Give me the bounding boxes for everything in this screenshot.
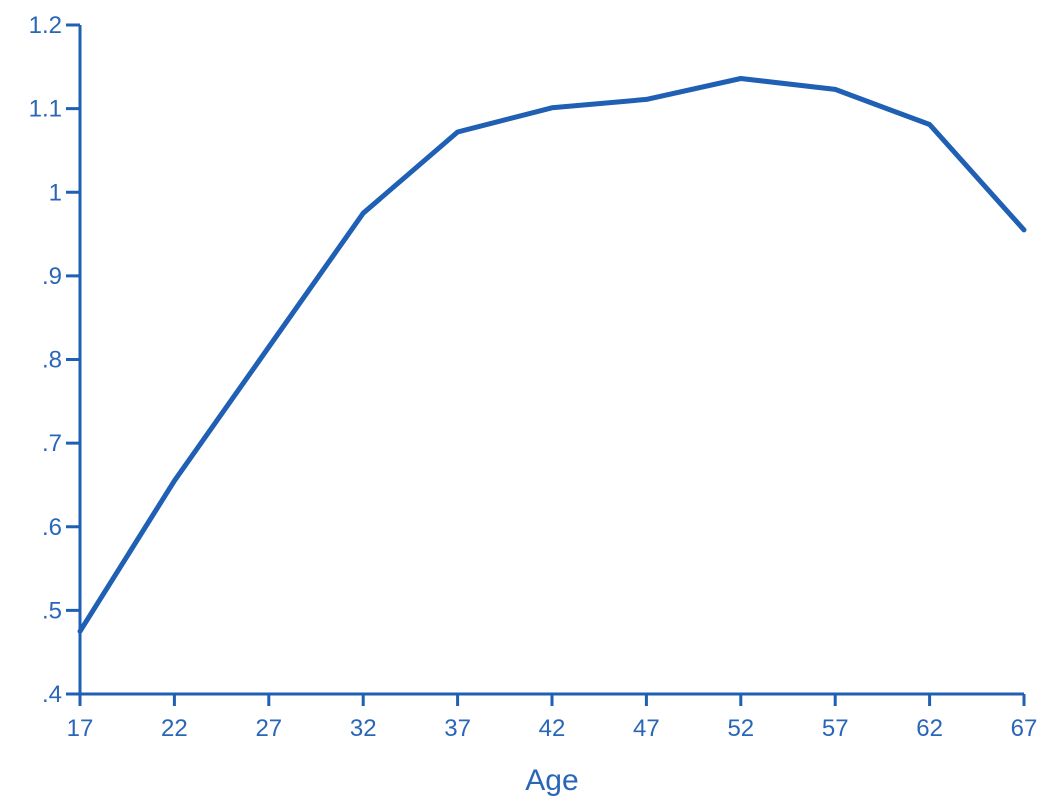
- x-tick-label: 67: [1011, 715, 1038, 742]
- x-tick-label: 57: [822, 715, 849, 742]
- x-tick-label: 27: [255, 715, 282, 742]
- x-tick-label: 62: [916, 715, 943, 742]
- x-tick-label: 47: [633, 715, 660, 742]
- x-tick-label: 17: [67, 715, 94, 742]
- y-tick-label: 1.1: [29, 96, 62, 123]
- series-line: [77, 76, 1027, 634]
- x-tick-label: 32: [350, 715, 377, 742]
- y-tick-label: .8: [42, 347, 62, 374]
- x-tick-label: 52: [727, 715, 754, 742]
- axes: [66, 23, 1026, 706]
- x-tick-label: 42: [539, 715, 566, 742]
- x-tick-label: 22: [161, 715, 188, 742]
- series-layer: [77, 76, 1027, 634]
- y-tick-label: .6: [42, 514, 62, 541]
- tick-labels: .4 .5 .6 .7 .8 .9 1 1.1 1.2 17 22 27 32 37 42 47 52 57 62 6…: [29, 12, 1038, 742]
- y-tick-label: 1.2: [29, 12, 62, 39]
- x-tick-label: 37: [444, 715, 471, 742]
- y-tick-label: .4: [42, 681, 62, 708]
- x-axis-title: Age: [525, 764, 578, 797]
- y-tick-label: .7: [42, 430, 62, 457]
- y-tick-label: .5: [42, 597, 62, 624]
- y-tick-label: 1: [49, 179, 62, 206]
- y-tick-label: .9: [42, 263, 62, 290]
